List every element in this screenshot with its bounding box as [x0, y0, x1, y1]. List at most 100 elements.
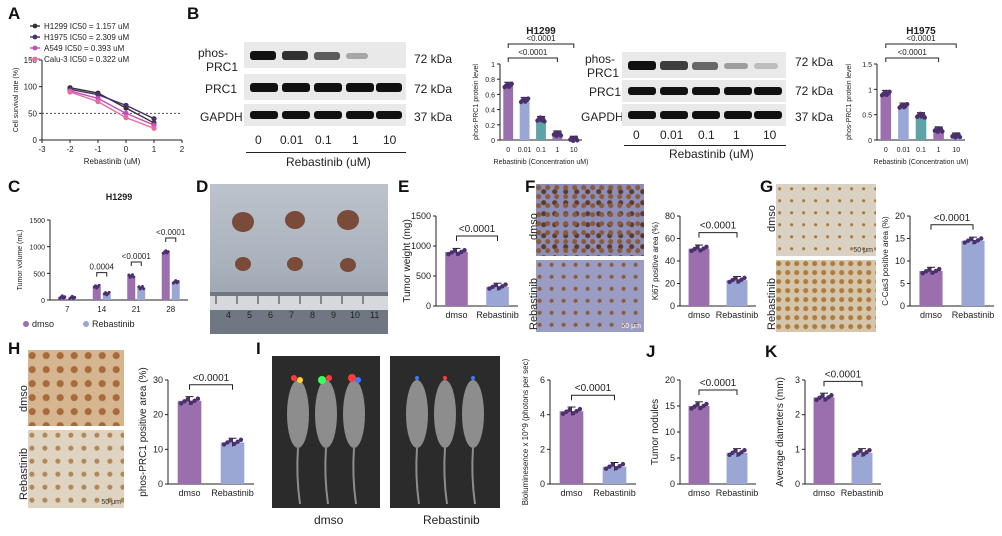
x-tick-label: Rebastinib: [716, 488, 759, 498]
y-tick-label: 0: [491, 138, 495, 145]
legend-label: H1975 IC50 = 2.309 uM: [44, 33, 130, 42]
y-tick-label: 5: [670, 453, 675, 463]
x-tick-label: 1: [152, 145, 157, 154]
wb-left-dose-5: 10: [383, 133, 397, 147]
wb-right-dose-4: 1: [733, 128, 740, 142]
ihc-g-bottom-label: Rebastinib: [766, 278, 778, 330]
chart-e: 0 500 1000 1500 dmso Rebastinib <0.0001 Tumor w…: [402, 211, 519, 320]
y-tick-label: 500: [416, 271, 431, 281]
bar-0.01: [898, 106, 909, 140]
ihc-h-dmso: [28, 350, 124, 426]
ruler-label-11: 11: [370, 310, 380, 320]
bar-dmso: [688, 406, 710, 484]
chart-k: 0 1 2 3 dmso Rebastinib <0.0001 Average diamete…: [775, 369, 883, 498]
y-axis-label: Tumor nodules: [650, 399, 661, 465]
chart-g: 0 5 10 15 20 dmso Rebastinib <0.0001 C-Cas3 posi…: [881, 211, 994, 320]
data-point: [496, 285, 502, 291]
significance-label: <0.0001: [906, 34, 936, 43]
wb-left-xlabel: Rebastinib (uM): [286, 155, 371, 169]
data-point: [94, 284, 98, 288]
data-point: [123, 115, 129, 121]
data-point: [63, 295, 67, 299]
wb-left-kda-3: 37 kDa: [414, 110, 453, 124]
significance-label: <0.0001: [700, 221, 737, 232]
panel-label-c: C: [8, 177, 21, 196]
data-point: [574, 409, 579, 414]
significance-label: <0.0001: [898, 48, 928, 57]
bar-dmso: [688, 248, 710, 306]
bar-Rebastinib: [220, 442, 245, 484]
y-tick-label: 2: [540, 444, 545, 454]
bar-Rebastinib: [602, 466, 627, 484]
bar-Rebastinib-14: [102, 293, 111, 300]
wb-right-row1-line2: PRC1: [587, 66, 620, 80]
significance-bracket: [885, 57, 940, 62]
panel-label-i: I: [256, 339, 261, 358]
chart-f: 0 20 40 60 80 dmso Rebastinib <0.0001 Ki67 posit…: [651, 211, 758, 320]
y-axis-label: phos-PRC1 positive area (%): [138, 367, 149, 497]
data-point: [927, 267, 932, 272]
bar-Rebastinib: [726, 280, 748, 306]
series-line-3: [69, 91, 155, 129]
wb-right-dose-2: 0.01: [660, 128, 684, 142]
bar-Rebastinib: [726, 452, 748, 484]
data-point: [858, 448, 863, 453]
x-tick-label: Rebastinib: [593, 488, 636, 498]
y-tick-label: 3: [795, 375, 800, 385]
data-point: [542, 119, 547, 124]
ruler-label-7: 7: [289, 310, 295, 320]
wb-right-row1-line1: phos-: [585, 52, 616, 66]
y-tick-label: 0.2: [485, 123, 495, 130]
data-point: [937, 266, 942, 272]
wb-right-dose-1: 0: [633, 128, 640, 142]
significance-bracket: [165, 237, 177, 242]
ihc-f-dmso: [536, 184, 644, 256]
data-point: [452, 248, 458, 253]
y-tick-label: 1000: [411, 241, 431, 251]
wb-right-phos-strip: [622, 52, 786, 78]
data-point: [127, 273, 131, 277]
panel-label-h: H: [8, 339, 21, 358]
wb-right-prc1-strip: [622, 80, 786, 102]
bar-Rebastinib: [851, 452, 873, 484]
x-tick-label: 0.01: [897, 147, 911, 154]
wb-left-kda-2: 72 kDa: [414, 82, 453, 96]
x-tick-label: 0: [124, 145, 129, 154]
data-point: [742, 448, 747, 453]
y-tick-label: 0.8: [485, 77, 495, 84]
y-tick-label: 6: [540, 375, 545, 385]
x-tick-label: 14: [97, 305, 106, 314]
x-tick-label: Rebastinib: [476, 310, 519, 320]
panel-label-f: F: [525, 177, 536, 196]
data-point: [613, 466, 619, 471]
data-point: [67, 89, 73, 95]
y-axis-label: phos-PRC1 protein level: [846, 64, 853, 140]
x-tick-label: 28: [166, 305, 175, 314]
data-point: [130, 273, 134, 277]
y-tick-label: 0: [795, 479, 800, 489]
data-point: [704, 244, 709, 250]
y-tick-label: 10: [153, 444, 163, 454]
y-tick-label: 60: [665, 234, 675, 244]
data-point: [617, 463, 622, 469]
data-point: [733, 448, 738, 453]
significance-bracket: [698, 232, 738, 238]
data-point: [151, 125, 157, 131]
bar-dmso: [177, 400, 202, 484]
data-point: [972, 239, 977, 245]
data-point: [607, 464, 612, 469]
ihc-h-bottom-label: Rebastinib: [18, 448, 30, 500]
legend-label: Rebastinib: [92, 319, 135, 329]
wb-right-dose-3: 0.1: [698, 128, 715, 142]
bar-Rebastinib-28: [171, 281, 180, 300]
data-point: [490, 284, 495, 289]
significance-label: <0.0001: [518, 48, 548, 57]
x-tick-label: dmso: [445, 310, 467, 320]
ihc-f-rebastinib: 50 μm: [536, 260, 644, 332]
y-tick-label: 15: [665, 401, 675, 411]
ruler-label-10: 10: [350, 310, 361, 320]
data-point: [142, 287, 146, 291]
y-tick-label: 1500: [29, 218, 45, 225]
legend-marker-dmso: [23, 321, 29, 327]
y-tick-label: 0.5: [862, 113, 872, 120]
